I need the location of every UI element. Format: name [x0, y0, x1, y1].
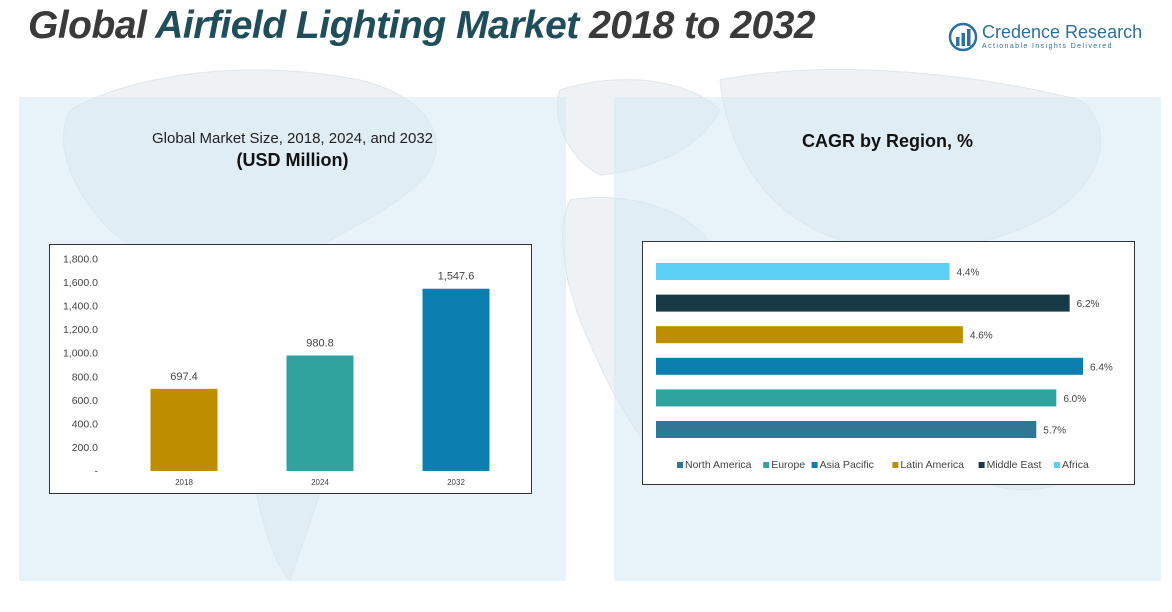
bar-value-label: 6.2%: [1077, 299, 1100, 310]
x-tick-label: 2018: [175, 478, 193, 487]
y-tick-label: 600.0: [72, 395, 98, 407]
bar-2032: [422, 288, 490, 471]
bar-north-america: [656, 421, 1037, 438]
bar-latin-america: [656, 326, 963, 344]
legend-label: North America: [685, 459, 752, 471]
y-tick-label: 1,400.0: [63, 301, 98, 313]
legend-swatch: [811, 462, 818, 468]
page-title: Global Airfield Lighting Market 2018 to …: [28, 4, 816, 47]
bar-value-label: 5.7%: [1043, 426, 1066, 437]
bar-value-label: 6.4%: [1090, 362, 1113, 373]
x-tick-label: 2024: [311, 478, 329, 487]
x-tick-label: 2032: [447, 478, 465, 487]
y-tick-label: 400.0: [72, 418, 98, 430]
bar-asia-pacific: [656, 357, 1083, 375]
y-tick-label: 1,800.0: [63, 254, 98, 266]
bar-middle-east: [656, 294, 1070, 312]
market-size-chart-title: Global Market Size, 2018, 2024, and 2032: [151, 130, 434, 147]
market-size-chart: - 200.0 400.0 600.0 800.0 1,000.0 1,200.0 1,400…: [49, 244, 532, 494]
market-size-bars: - 200.0 400.0 600.0 800.0 1,000.0 1,200.0 1,400…: [63, 254, 490, 487]
y-tick-label: 1,000.0: [63, 348, 98, 360]
market-size-chart-unit: (USD Million): [236, 150, 349, 170]
bar-value-label: 6.0%: [1063, 394, 1086, 405]
legend-label: Asia Pacific: [820, 459, 874, 471]
bar-2018: [150, 388, 218, 471]
legend-label: Europe: [771, 459, 805, 471]
legend-swatch: [978, 462, 985, 468]
y-tick-label: -: [95, 466, 99, 478]
bar-value-label: 1,547.6: [438, 271, 475, 283]
legend-swatch: [892, 462, 899, 468]
bar-value-label: 4.4%: [957, 268, 980, 279]
bar-chart-circle-icon: [948, 22, 978, 52]
legend-label: Middle East: [987, 459, 1042, 471]
bar-value-label: 4.6%: [970, 331, 993, 342]
legend-label: Africa: [1062, 459, 1089, 471]
bar-africa: [656, 263, 950, 280]
logo-tagline: Actionable Insights Delivered: [982, 43, 1113, 50]
cagr-chart-title: CAGR by Region, %: [801, 131, 973, 151]
bar-europe: [656, 389, 1057, 407]
title-accent: Airfield Lighting Market: [155, 4, 579, 47]
cagr-chart: 4.4% 6.2% 4.6% 6.4% 6.0% 5.7% North America Eur…: [642, 241, 1135, 485]
y-tick-label: 200.0: [72, 442, 98, 454]
bar-2024: [286, 355, 354, 471]
bar-value-label: 980.8: [306, 337, 334, 349]
legend-label: Latin America: [900, 459, 964, 471]
bar-value-label: 697.4: [170, 371, 198, 383]
logo-name: Credence Research: [982, 22, 1143, 42]
y-tick-label: 1,200.0: [63, 324, 98, 336]
credence-research-logo[interactable]: Credence Research Actionable Insights De…: [948, 22, 1148, 54]
legend-swatch: [677, 462, 683, 468]
legend-swatch: [763, 462, 770, 468]
legend-swatch: [1054, 462, 1060, 468]
cagr-bars: 4.4% 6.2% 4.6% 6.4% 6.0% 5.7% North America Eur…: [656, 263, 1113, 471]
y-tick-label: 800.0: [72, 371, 98, 383]
y-tick-label: 1,600.0: [63, 277, 98, 289]
